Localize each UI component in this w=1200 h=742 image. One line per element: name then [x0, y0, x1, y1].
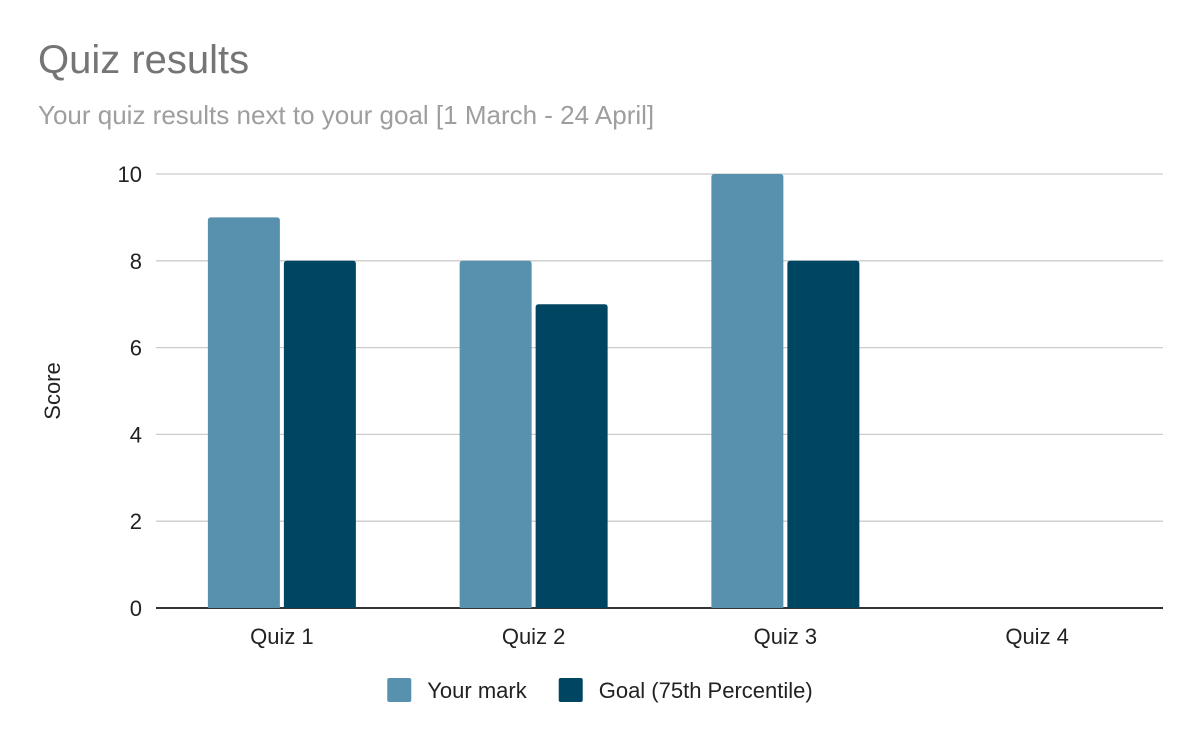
chart-title: Quiz results — [38, 38, 250, 82]
legend-swatch — [558, 678, 583, 702]
legend-label: Goal (75th Percentile) — [599, 678, 813, 703]
y-tick-label: 6 — [130, 336, 142, 361]
y-axis-title: Score — [40, 362, 65, 419]
bar-your-mark-1 — [207, 217, 280, 608]
legend-swatch — [387, 678, 412, 702]
bar-goal-2 — [535, 304, 608, 608]
bar-goal-3 — [787, 260, 860, 608]
x-tick-label: Quiz 1 — [250, 624, 314, 649]
bar-your-mark-3 — [711, 174, 784, 608]
x-tick-label: Quiz 2 — [502, 624, 566, 649]
legend-label: Your mark — [427, 678, 527, 703]
bar-goal-1 — [283, 260, 356, 608]
y-tick-label: 0 — [130, 596, 142, 621]
y-tick-label: 2 — [130, 509, 142, 534]
chart-subtitle: Your quiz results next to your goal [1 M… — [38, 100, 655, 130]
y-tick-label: 10 — [118, 162, 142, 187]
bar-your-mark-2 — [459, 260, 532, 608]
x-tick-label: Quiz 4 — [1005, 624, 1069, 649]
x-tick-label: Quiz 3 — [754, 624, 818, 649]
y-tick-label: 8 — [130, 249, 142, 274]
y-tick-label: 4 — [130, 422, 142, 447]
